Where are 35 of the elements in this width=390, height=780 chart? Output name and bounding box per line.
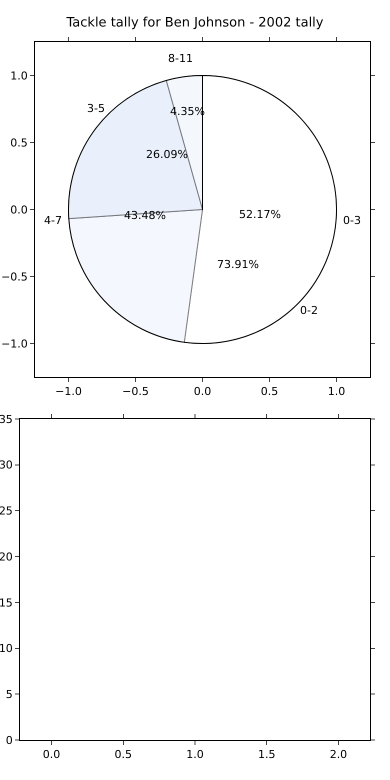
x-tick-label: 0.5 (114, 748, 132, 762)
slice-label: 0-2 (300, 304, 318, 317)
slice-label: 8-11 (168, 52, 193, 65)
x-tick-label: −1.0 (55, 385, 82, 398)
pie-slice (68, 75, 337, 344)
slice-label: 3-5 (87, 102, 105, 115)
x-tick-label: 0.0 (42, 748, 60, 762)
data-label: 52.17% (239, 208, 281, 221)
y-tick-label: 20 (0, 550, 13, 564)
x-tick-label: 1.0 (186, 748, 204, 762)
y-tick-label: 30 (0, 458, 13, 472)
y-tick-label: −0.5 (1, 270, 28, 284)
slice-label: 4-7 (44, 214, 62, 227)
x-tick-label: −0.5 (122, 385, 149, 398)
y-tick-label: 1.0 (10, 69, 28, 82)
y-tick-label: 0.0 (10, 203, 28, 216)
y-tick-label: 0 (6, 734, 13, 747)
slice-label: 0-3 (343, 214, 361, 227)
x-tick-label: 0.0 (194, 385, 212, 398)
data-label: 73.91% (217, 258, 259, 271)
y-tick-label: −1.0 (1, 337, 28, 350)
x-tick-label: 1.5 (258, 748, 276, 762)
x-tick-label: 0.5 (260, 385, 278, 398)
x-tick-label: 1.0 (328, 385, 346, 398)
data-label: 43.48% (124, 209, 166, 222)
chart-title: Tackle tally for Ben Johnson - 2002 tally (66, 16, 324, 31)
y-tick-label: 0.5 (10, 136, 28, 150)
y-tick-label: 5 (6, 688, 13, 701)
x-tick-label: 2.0 (330, 748, 348, 762)
data-label: 26.09% (146, 148, 188, 161)
y-tick-label: 15 (0, 596, 13, 610)
y-tick-label: 25 (0, 504, 13, 518)
pie-slice (68, 75, 203, 220)
y-tick-label: 35 (0, 412, 13, 426)
y-tick-label: 10 (0, 642, 13, 656)
